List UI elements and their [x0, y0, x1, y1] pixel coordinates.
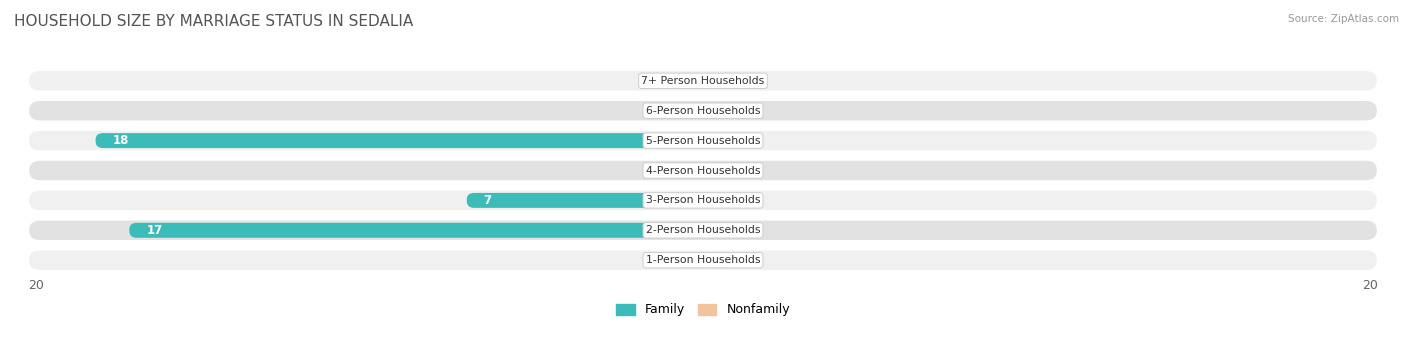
Text: 0: 0 [658, 104, 666, 117]
FancyBboxPatch shape [703, 133, 730, 148]
Text: 1-Person Households: 1-Person Households [645, 255, 761, 265]
Text: 17: 17 [146, 224, 163, 237]
Legend: Family, Nonfamily: Family, Nonfamily [612, 298, 794, 321]
FancyBboxPatch shape [676, 163, 703, 178]
Text: 0: 0 [740, 164, 748, 177]
FancyBboxPatch shape [703, 163, 730, 178]
Text: 20: 20 [28, 279, 44, 292]
FancyBboxPatch shape [28, 160, 1378, 181]
FancyBboxPatch shape [28, 100, 1378, 121]
Text: 0: 0 [740, 254, 748, 267]
Text: 0: 0 [740, 194, 748, 207]
FancyBboxPatch shape [703, 103, 730, 118]
Text: 5-Person Households: 5-Person Households [645, 136, 761, 146]
Text: 0: 0 [740, 134, 748, 147]
Text: 18: 18 [112, 134, 129, 147]
FancyBboxPatch shape [676, 253, 703, 268]
Text: 7+ Person Households: 7+ Person Households [641, 76, 765, 86]
Text: 0: 0 [740, 74, 748, 87]
FancyBboxPatch shape [703, 193, 730, 208]
FancyBboxPatch shape [28, 190, 1378, 211]
Text: 4-Person Households: 4-Person Households [645, 165, 761, 176]
Text: 7: 7 [484, 194, 492, 207]
Text: 0: 0 [740, 224, 748, 237]
Text: 0: 0 [658, 254, 666, 267]
FancyBboxPatch shape [28, 220, 1378, 241]
Text: 2-Person Households: 2-Person Households [645, 225, 761, 235]
FancyBboxPatch shape [703, 253, 730, 268]
Text: HOUSEHOLD SIZE BY MARRIAGE STATUS IN SEDALIA: HOUSEHOLD SIZE BY MARRIAGE STATUS IN SED… [14, 14, 413, 29]
FancyBboxPatch shape [28, 70, 1378, 92]
Text: Source: ZipAtlas.com: Source: ZipAtlas.com [1288, 14, 1399, 24]
FancyBboxPatch shape [129, 223, 703, 238]
FancyBboxPatch shape [28, 249, 1378, 271]
FancyBboxPatch shape [703, 223, 730, 238]
FancyBboxPatch shape [676, 73, 703, 88]
FancyBboxPatch shape [28, 130, 1378, 151]
Text: 0: 0 [658, 74, 666, 87]
Text: 20: 20 [1362, 279, 1378, 292]
FancyBboxPatch shape [96, 133, 703, 148]
Text: 0: 0 [740, 104, 748, 117]
Text: 0: 0 [658, 164, 666, 177]
FancyBboxPatch shape [676, 103, 703, 118]
Text: 3-Person Households: 3-Person Households [645, 195, 761, 205]
FancyBboxPatch shape [703, 73, 730, 88]
Text: 6-Person Households: 6-Person Households [645, 106, 761, 116]
FancyBboxPatch shape [467, 193, 703, 208]
